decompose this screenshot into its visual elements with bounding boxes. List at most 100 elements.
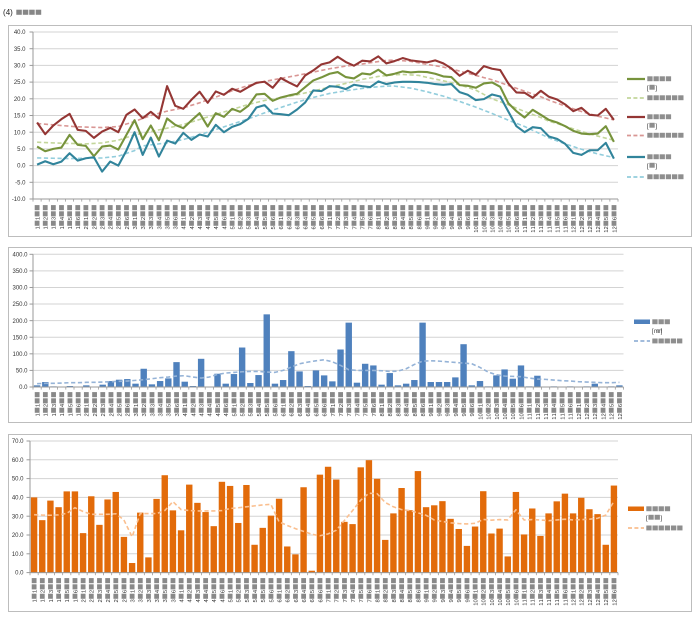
svg-text:2: 2 [139,590,145,593]
svg-text:7: 7 [359,599,365,602]
svg-text:1: 1 [228,590,234,593]
svg-text:1: 1 [32,590,38,593]
svg-text:7: 7 [347,413,353,416]
svg-text:150.0: 150.0 [12,335,28,341]
svg-text:2: 2 [434,217,440,220]
svg-text:2: 2 [290,404,296,407]
svg-text:2: 2 [93,413,99,416]
svg-text:1: 1 [555,599,561,602]
svg-text:7: 7 [344,226,350,229]
svg-text:]: ] [655,123,657,130]
svg-text:1: 1 [531,226,537,229]
svg-text:2: 2 [122,599,128,602]
svg-text:300.0: 300.0 [12,286,28,292]
svg-text:9: 9 [441,599,447,602]
svg-text:2: 2 [580,599,586,602]
svg-text:2: 2 [241,404,247,407]
svg-text:1: 1 [232,404,238,407]
svg-text:2: 2 [286,590,292,593]
svg-text:1: 1 [380,404,386,407]
svg-text:2: 2 [117,226,123,229]
svg-text:1: 1 [60,226,66,229]
svg-text:9: 9 [458,226,464,229]
svg-text:2: 2 [41,590,47,593]
svg-text:1: 1 [569,413,575,416]
svg-text:60.0: 60.0 [12,458,24,464]
svg-text:15.0: 15.0 [14,114,26,120]
svg-text:2: 2 [388,404,394,407]
svg-text:35.0: 35.0 [14,47,26,53]
svg-text:1: 1 [65,599,71,602]
svg-text:1: 1 [531,599,537,602]
svg-text:[: [ [646,515,648,522]
svg-text:2: 2 [109,413,115,416]
svg-text:2: 2 [572,226,578,229]
svg-text:2: 2 [596,599,602,602]
svg-text:1: 1 [81,590,87,593]
svg-text:]: ] [655,163,657,170]
svg-text:2: 2 [84,226,90,229]
svg-text:1: 1 [539,226,545,229]
svg-text:1: 1 [528,413,534,416]
svg-text:2: 2 [190,217,196,220]
svg-text:250.0: 250.0 [12,302,28,308]
svg-text:2: 2 [90,599,96,602]
svg-text:5.0: 5.0 [17,147,26,153]
svg-text:1: 1 [547,226,553,229]
svg-text:1: 1 [84,217,90,220]
svg-text:2: 2 [571,599,577,602]
svg-text:1: 1 [577,404,583,407]
svg-text:1: 1 [44,413,50,416]
svg-text:2: 2 [100,226,106,229]
svg-text:2: 2 [531,590,537,593]
svg-text:1: 1 [572,217,578,220]
svg-text:2: 2 [287,217,293,220]
svg-text:2: 2 [482,590,488,593]
svg-text:1: 1 [282,404,288,407]
svg-text:2: 2 [385,217,391,220]
svg-text:2: 2 [85,413,91,416]
svg-text:): ) [10,8,13,17]
svg-text:1: 1 [52,413,58,416]
svg-text:2: 2 [188,590,194,593]
svg-text:2: 2 [580,590,586,593]
svg-text:40.0: 40.0 [14,30,26,36]
svg-text:1: 1 [77,413,83,416]
svg-text:2: 2 [580,217,586,220]
svg-text:2: 2 [191,404,197,407]
svg-text:1: 1 [36,404,42,407]
svg-text:2: 2 [92,226,98,229]
svg-text:7: 7 [360,226,366,229]
svg-text:7: 7 [364,413,370,416]
svg-text:2: 2 [237,590,243,593]
svg-text:1: 1 [539,599,545,602]
svg-text:7: 7 [328,226,334,229]
svg-text:2: 2 [588,599,594,602]
svg-text:1: 1 [49,599,55,602]
svg-text:1: 1 [44,226,50,229]
svg-text:1: 1 [552,413,558,416]
svg-text:2: 2 [612,599,618,602]
svg-text:7: 7 [331,413,337,416]
svg-text:2: 2 [585,404,591,407]
svg-text:[: [ [647,163,649,170]
svg-text:9: 9 [437,413,443,416]
svg-text:1: 1 [279,217,285,220]
svg-text:2: 2 [92,217,98,220]
svg-text:50.0: 50.0 [16,369,28,375]
svg-text:2: 2 [487,404,493,407]
svg-text:2: 2 [98,599,104,602]
svg-text:1: 1 [73,599,79,602]
svg-text:100.0: 100.0 [12,352,28,358]
svg-text:30.0: 30.0 [12,514,24,520]
svg-text:1: 1 [326,590,332,593]
svg-text:2: 2 [141,217,147,220]
svg-text:200.0: 200.0 [12,319,28,325]
svg-text:2: 2 [125,226,131,229]
svg-text:9: 9 [433,599,439,602]
svg-text:1: 1 [331,404,337,407]
svg-text:2: 2 [577,413,583,416]
svg-text:1: 1 [60,413,66,416]
svg-text:1: 1 [424,590,430,593]
svg-text:1: 1 [425,217,431,220]
